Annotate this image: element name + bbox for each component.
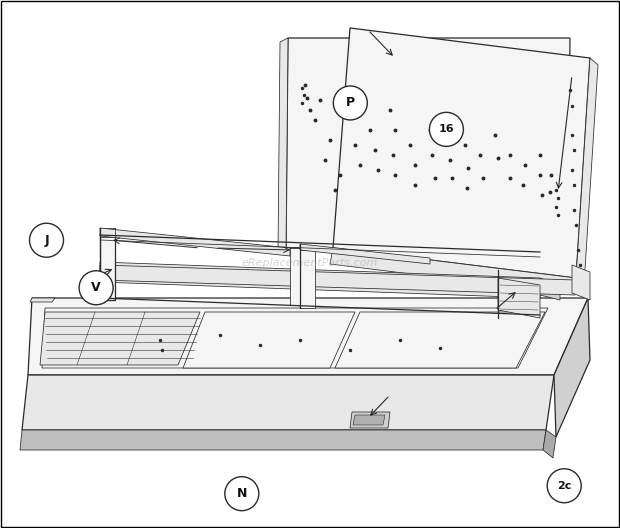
Text: V: V <box>91 281 101 294</box>
Circle shape <box>30 223 63 257</box>
Polygon shape <box>100 235 115 300</box>
Polygon shape <box>30 298 55 302</box>
Polygon shape <box>300 250 315 308</box>
Polygon shape <box>286 38 570 248</box>
Text: P: P <box>346 97 355 109</box>
Polygon shape <box>22 375 554 430</box>
Polygon shape <box>290 248 302 305</box>
Circle shape <box>547 469 581 503</box>
Polygon shape <box>28 298 588 375</box>
Polygon shape <box>20 430 546 450</box>
Polygon shape <box>40 312 200 365</box>
Text: J: J <box>44 234 49 247</box>
Polygon shape <box>498 278 540 318</box>
Polygon shape <box>353 415 385 425</box>
Circle shape <box>79 271 113 305</box>
Circle shape <box>430 112 463 146</box>
Polygon shape <box>554 298 590 437</box>
Polygon shape <box>100 228 115 237</box>
Text: 16: 16 <box>438 125 454 134</box>
Polygon shape <box>330 248 576 294</box>
Polygon shape <box>100 228 290 256</box>
Polygon shape <box>300 244 430 264</box>
Circle shape <box>225 477 259 511</box>
Text: eReplacementParts.com: eReplacementParts.com <box>242 258 378 268</box>
Polygon shape <box>350 412 390 428</box>
Polygon shape <box>100 265 575 295</box>
Text: 2c: 2c <box>557 481 572 491</box>
Polygon shape <box>278 38 288 252</box>
Polygon shape <box>183 312 355 368</box>
Polygon shape <box>543 430 556 458</box>
Polygon shape <box>540 278 560 300</box>
Polygon shape <box>335 312 545 368</box>
Polygon shape <box>333 28 590 278</box>
Circle shape <box>334 86 367 120</box>
Text: N: N <box>237 487 247 500</box>
Polygon shape <box>100 262 540 298</box>
Polygon shape <box>572 265 590 300</box>
Polygon shape <box>576 58 598 285</box>
